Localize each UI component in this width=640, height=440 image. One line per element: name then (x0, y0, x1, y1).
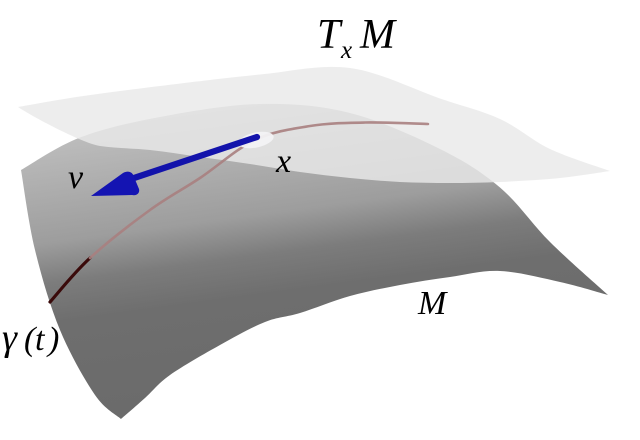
svg-text:t: t (35, 321, 46, 358)
svg-text:x: x (275, 143, 291, 180)
svg-text:M: M (417, 285, 448, 322)
svg-text:x: x (340, 37, 352, 64)
svg-text:): ) (46, 321, 59, 358)
svg-text:T: T (317, 12, 343, 58)
svg-text:M: M (359, 12, 397, 58)
svg-text:γ: γ (2, 317, 18, 359)
svg-text:v: v (68, 159, 84, 196)
